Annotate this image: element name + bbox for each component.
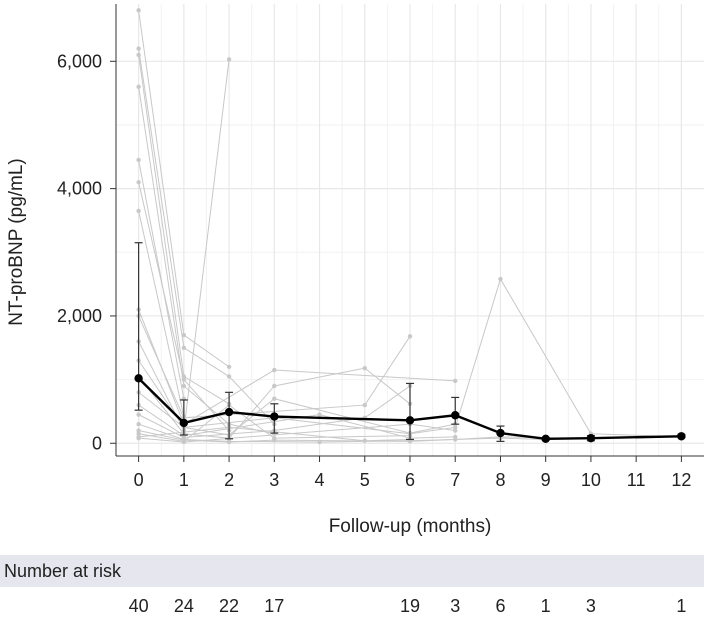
x-tick-label: 11 (627, 470, 646, 490)
y-tick-label: 6,000 (57, 51, 102, 71)
individual-line (138, 367, 411, 439)
individual-point (453, 425, 458, 430)
individual-point (136, 84, 141, 89)
individual-point (226, 439, 232, 445)
individual-point (136, 180, 141, 185)
individual-point (226, 57, 232, 62)
mean-point (224, 407, 234, 417)
mean-point (179, 418, 189, 428)
individual-point (453, 378, 458, 384)
mean-point (586, 433, 596, 443)
individual-point (272, 383, 277, 389)
individual-point (272, 367, 277, 373)
mean-series (134, 242, 686, 444)
risk-table-title: Number at risk (4, 561, 122, 581)
individual-point (407, 334, 413, 339)
mean-point (451, 411, 460, 420)
risk-count: 19 (399, 596, 421, 616)
grid-lines (116, 4, 704, 456)
individual-point (453, 437, 458, 442)
mean-point (496, 428, 505, 438)
risk-count: 3 (585, 596, 596, 616)
x-tick-label: 8 (495, 470, 505, 490)
individual-line (138, 210, 185, 417)
y-tick-label: 2,000 (57, 306, 102, 326)
x-tick-label: 10 (581, 470, 601, 490)
individual-point (453, 428, 458, 433)
risk-count: 1 (540, 596, 551, 616)
mean-point (677, 432, 686, 441)
x-tick-label: 12 (671, 470, 691, 490)
x-tick-label: 3 (269, 470, 279, 490)
risk-count: 24 (173, 596, 194, 616)
individual-point (136, 52, 141, 58)
x-axis-label: Follow-up (months) (329, 516, 492, 537)
individual-point (136, 208, 141, 214)
individual-point (136, 431, 141, 436)
individual-point (362, 365, 367, 371)
individual-line (138, 423, 456, 443)
individual-point (181, 439, 187, 445)
risk-count: 6 (495, 596, 506, 616)
mean-line (137, 377, 682, 441)
individual-point (136, 157, 141, 163)
individual-point (272, 396, 277, 401)
individual-point (498, 276, 503, 282)
individual-point (362, 438, 367, 443)
individual-point (226, 374, 232, 379)
risk-count: 22 (219, 596, 240, 616)
x-tick-label: 0 (134, 470, 144, 490)
individual-point (272, 435, 277, 441)
individual-point (362, 402, 367, 408)
individual-point (181, 383, 187, 389)
individual-line (138, 277, 682, 438)
mean-point (134, 374, 143, 383)
x-tick-label: 6 (405, 470, 415, 490)
individual-point (136, 46, 141, 51)
individual-point (181, 332, 187, 338)
y-tick-label: 4,000 (57, 179, 102, 199)
individual-line (138, 391, 456, 436)
mean-point (270, 412, 279, 421)
individual-point (317, 412, 322, 417)
individual-point (226, 364, 232, 370)
x-tick-label: 7 (450, 470, 460, 490)
risk-table-row: 40 24 22 17 19 3 6 1 3 1 (0, 592, 708, 616)
mean-point (405, 416, 415, 425)
x-tick-label: 2 (224, 470, 234, 490)
risk-count: 1 (676, 596, 687, 616)
individual-point (136, 421, 141, 427)
x-tick-label: 5 (360, 470, 370, 490)
risk-count: 17 (264, 596, 285, 616)
individual-point (136, 435, 141, 441)
individual-point (181, 345, 187, 350)
mean-point (541, 434, 550, 444)
individual-line (138, 48, 275, 425)
risk-count: 3 (450, 596, 461, 616)
individual-point (136, 428, 141, 433)
y-axis-label: NT-proBNP (pg/mL) (6, 158, 27, 326)
x-tick-label: 1 (179, 470, 189, 490)
risk-count: 40 (128, 596, 149, 616)
individual-point (181, 377, 187, 382)
y-tick-label: 0 (92, 433, 102, 453)
x-tick-label: 9 (541, 470, 551, 490)
individual-point (136, 412, 141, 417)
individual-point (136, 8, 141, 13)
risk-table-header: Number at risk (0, 555, 704, 587)
individual-line (138, 430, 591, 443)
x-tick-label: 4 (315, 470, 325, 490)
